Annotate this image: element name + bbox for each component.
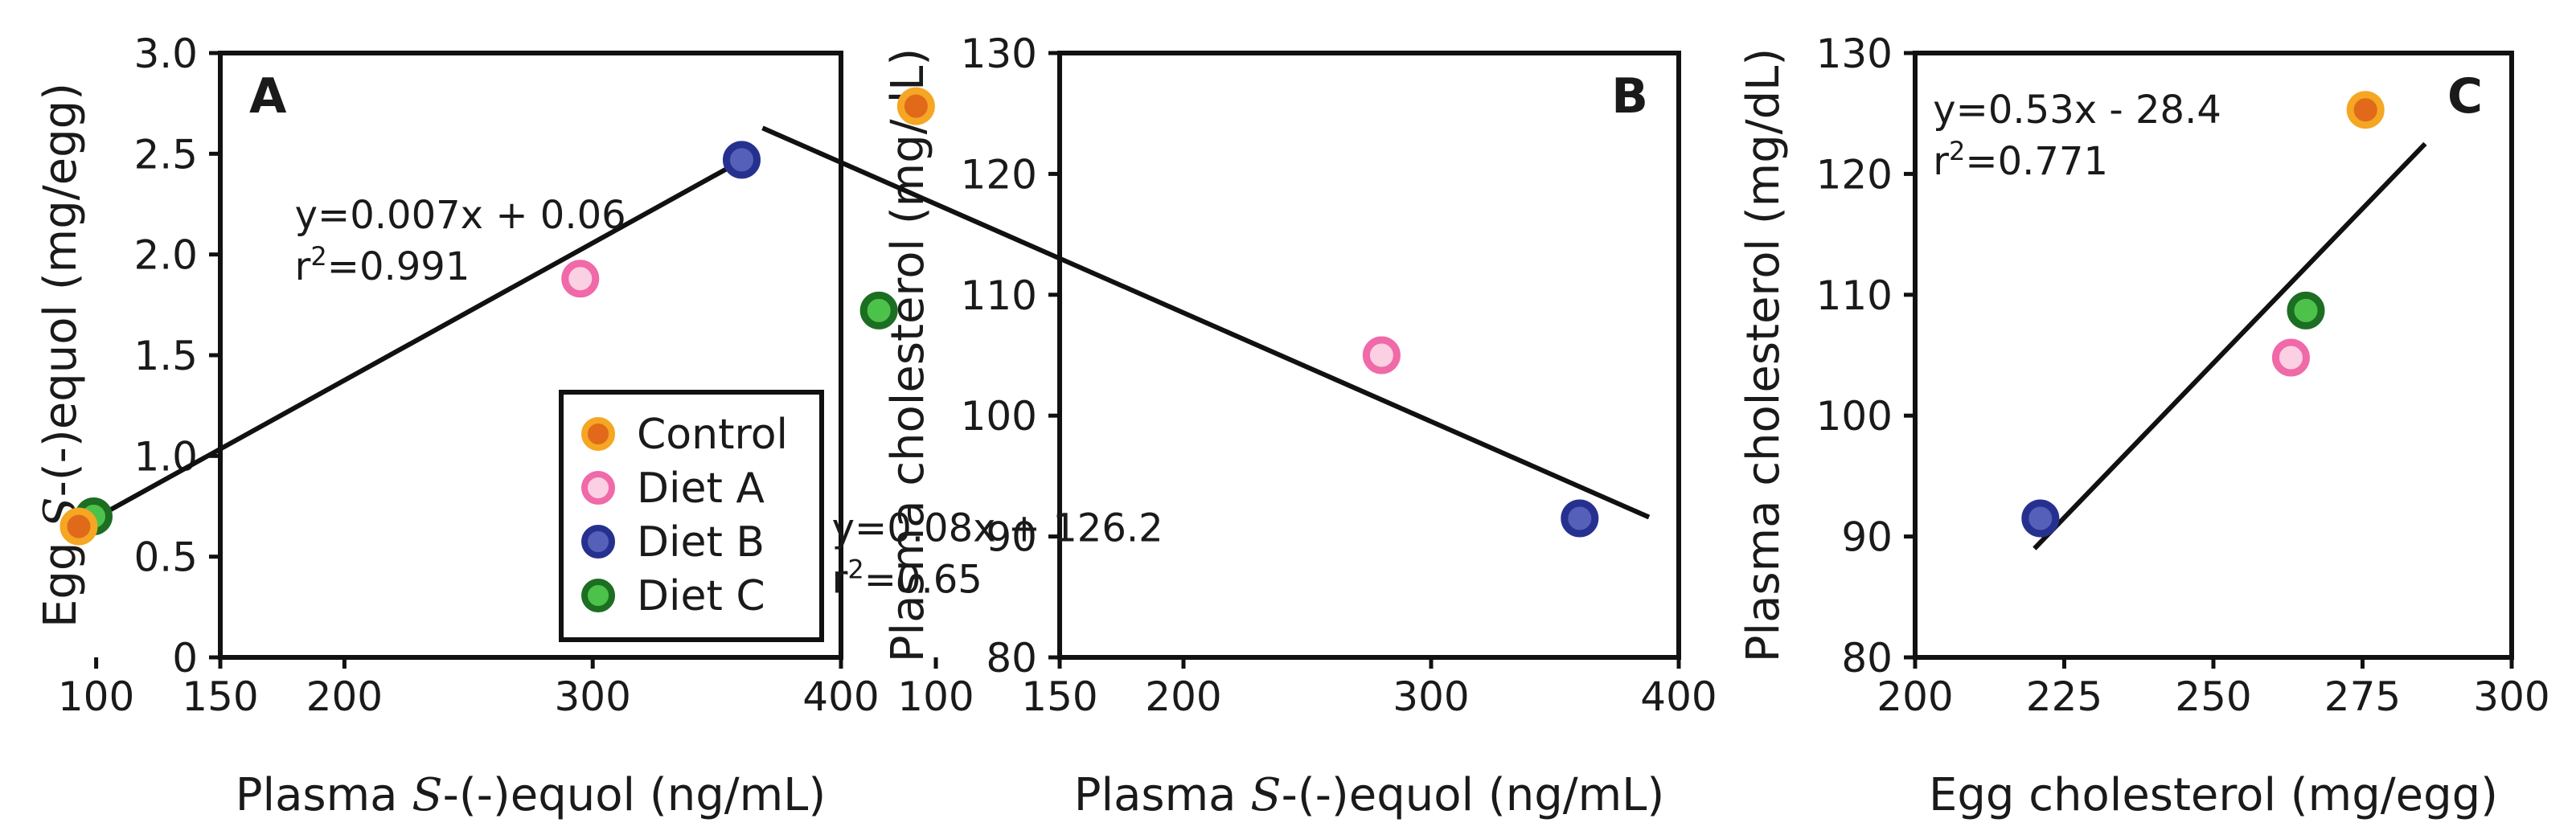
regression-line [2032, 141, 2427, 550]
legend-label-dietA: Diet A [637, 465, 765, 513]
x-tick-label: 250 [2175, 673, 2251, 720]
panel-a: 150 100 200 300 400 0 0.5 1.0 1.5 2.0 2.5 3.0 Plasma… [35, 31, 880, 821]
panel-c: 200 225 250 275 300 80 90 100 110 120 130 Egg chole… [1737, 31, 2550, 821]
fit-equation: y=0.08x + 126.2 [832, 506, 1163, 551]
y-tick-label: 2.5 [133, 131, 198, 178]
data-point-control [59, 507, 98, 546]
y-tick-label: 1.0 [133, 433, 198, 480]
y-tick-label: 0.5 [133, 534, 198, 581]
x-axis-label: Plasma S-(-)equol (ng/mL) [236, 769, 826, 821]
fit-r-squared: r2=0.771 [1933, 136, 2108, 184]
legend-marker-dietB [581, 525, 615, 559]
legend-label-control: Control [637, 411, 788, 459]
x-tick-label: 200 [1145, 673, 1221, 720]
legend-label-dietC: Diet C [637, 572, 765, 620]
panel-letter: C [2447, 68, 2483, 125]
panel-letter: B [1611, 68, 1648, 125]
data-point-dietB [1561, 499, 1599, 538]
data-point-dietA [1362, 336, 1401, 374]
x-axis-label: Plasma S-(-)equol (ng/mL) [1074, 769, 1664, 821]
x-tick-label: 200 [306, 673, 383, 720]
y-tick-label: 2.0 [133, 232, 198, 279]
fit-r-squared: r2=0.991 [295, 241, 470, 289]
legend-label-dietB: Diet B [637, 518, 765, 567]
y-tick-label: 1.5 [133, 333, 198, 379]
panel-b: 150 100 200 300 400 80 90 100 110 120 130 Plasma S-… [761, 31, 1717, 821]
data-point-dietB [2021, 499, 2060, 538]
y-tick-label: 130 [961, 31, 1037, 77]
fit-equation: y=0.53x - 28.4 [1933, 88, 2221, 133]
data-point-dietB [722, 141, 761, 179]
y-tick-label: 90 [986, 514, 1037, 561]
x-tick-label: 100 [897, 673, 974, 720]
x-tick-label: 150 [1021, 673, 1097, 720]
y-axis-label: Egg S-(-)equol (mg/egg) [35, 83, 87, 628]
fit-equation: y=0.007x + 0.06 [295, 193, 626, 238]
y-tick-label: 90 [1841, 514, 1893, 561]
data-point-dietC [2287, 291, 2325, 329]
x-tick-label: 275 [2324, 673, 2401, 720]
data-point-dietC [859, 291, 898, 329]
legend: Control Diet A Diet B Diet C [559, 390, 824, 642]
x-tick-label: 150 [182, 673, 258, 720]
x-tick-label: 400 [1640, 673, 1717, 720]
regression-line [761, 125, 1651, 520]
legend-marker-dietC [581, 579, 615, 612]
y-tick-label: 80 [986, 635, 1037, 681]
data-point-dietA [561, 260, 600, 298]
legend-marker-dietA [581, 471, 615, 505]
data-point-dietA [2271, 338, 2310, 377]
x-tick-label: 225 [2026, 673, 2102, 720]
y-tick-label: 130 [1816, 31, 1893, 77]
y-tick-label: 100 [1816, 393, 1893, 440]
y-tick-label: 0 [172, 635, 198, 681]
y-axis-label: Plasma cholesterol (mg/dL) [1737, 48, 1790, 662]
y-tick-label: 110 [1816, 272, 1893, 319]
regression-line [89, 155, 749, 523]
x-tick-label: 200 [1877, 673, 1953, 720]
y-tick-label: 3.0 [133, 31, 198, 77]
x-tick-label: 300 [1393, 673, 1469, 720]
y-tick-label: 80 [1841, 635, 1893, 681]
y-tick-label: 120 [961, 151, 1037, 198]
x-axis-label: Egg cholesterol (mg/egg) [1929, 769, 2498, 821]
panel-letter: A [249, 68, 287, 125]
x-tick-label: 300 [2473, 673, 2549, 720]
fit-r-squared: r2=0.65 [832, 555, 982, 603]
y-tick-label: 100 [961, 393, 1037, 440]
y-tick-label: 110 [961, 272, 1037, 319]
legend-marker-control [581, 417, 615, 451]
plot-frame [1057, 51, 1681, 660]
data-point-control [2346, 91, 2385, 129]
x-tick-label: 400 [802, 673, 879, 720]
x-tick-label: 300 [554, 673, 630, 720]
y-axis-label: Plasma cholesterol (mg/dL) [882, 48, 934, 662]
x-tick-label: 100 [58, 673, 134, 720]
y-tick-label: 120 [1816, 151, 1893, 198]
data-point-control [896, 87, 935, 125]
